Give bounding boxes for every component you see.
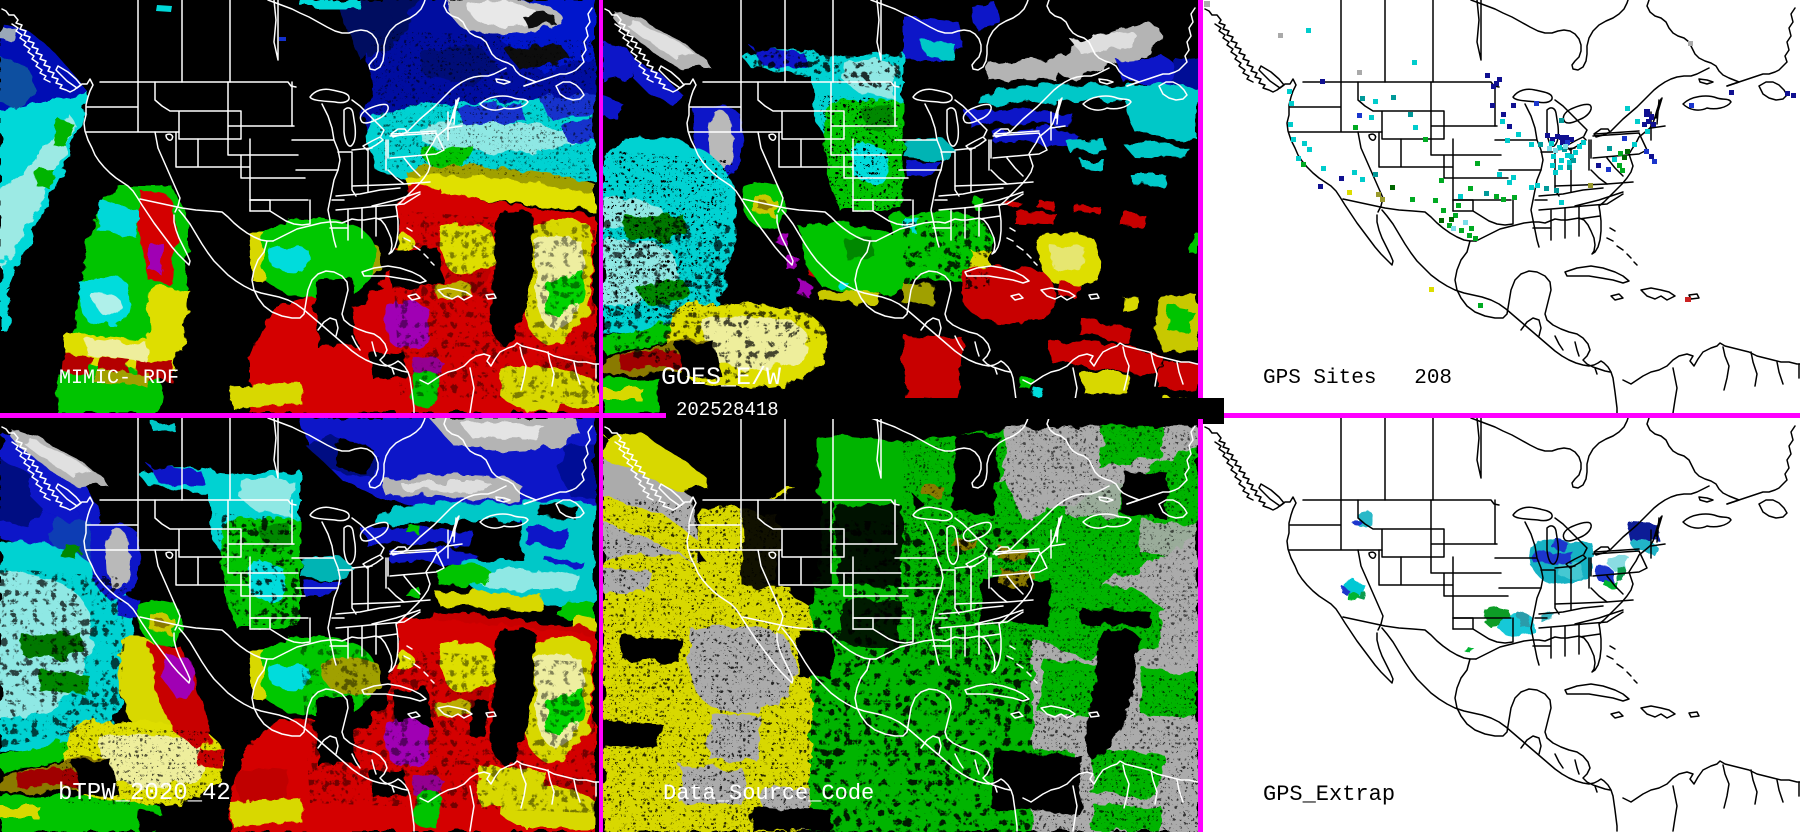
svg-text:GOES_E/W: GOES_E/W [661,363,781,392]
svg-text:GPS_Extrap: GPS_Extrap [1263,782,1395,807]
svg-text:Data_Source_Code: Data_Source_Code [663,781,874,806]
svg-text:202528418: 202528418 [676,399,779,421]
svg-text:bTPW_2020_42: bTPW_2020_42 [58,780,231,807]
svg-text:MIMIC- RDF: MIMIC- RDF [59,367,179,390]
svg-text:GPS Sites 208: GPS Sites 208 [1263,367,1452,390]
